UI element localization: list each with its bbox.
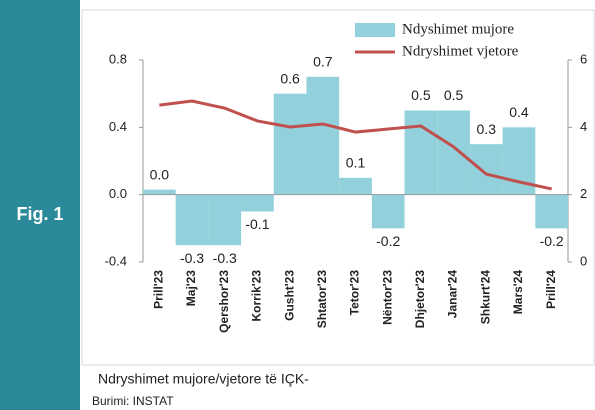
data-label: 0.5 [411, 87, 431, 103]
legend-label: Ndryshimet vjetore [402, 43, 519, 59]
data-label: 0.1 [346, 155, 366, 171]
data-label: 0.4 [509, 104, 529, 120]
figure-label: Fig. 1 [16, 204, 63, 224]
bar [175, 194, 209, 246]
bar [371, 194, 405, 229]
side-panel [0, 0, 80, 410]
y2-tick-label: 4 [580, 119, 587, 134]
data-label: -0.1 [245, 216, 269, 232]
bar [143, 189, 176, 195]
data-label: 0.7 [313, 54, 333, 70]
bar [404, 110, 438, 195]
data-label: 0.6 [280, 70, 300, 86]
data-label: -0.2 [376, 233, 400, 249]
x-tick-label: Mars'24 [511, 270, 525, 315]
x-tick-label: Prill'24 [544, 270, 558, 309]
source: Burimi: INSTAT [92, 394, 174, 408]
x-tick-label: Nëntor'23 [380, 270, 394, 325]
legend-swatch [355, 23, 395, 37]
chart-frame [81, 9, 595, 366]
bar [437, 110, 470, 195]
bar [535, 194, 568, 229]
data-label: -0.2 [540, 233, 564, 249]
bar [339, 177, 372, 195]
y2-tick-label: 2 [580, 186, 587, 201]
x-tick-label: Maj'23 [184, 270, 198, 307]
bar [306, 76, 340, 195]
x-tick-label: Janar'24 [446, 270, 460, 319]
data-label: 0.0 [150, 166, 170, 182]
x-tick-label: Shkurt'24 [478, 270, 492, 325]
bar [273, 93, 307, 195]
x-tick-label: Prill'23 [152, 270, 166, 309]
y-tick-label: -0.4 [105, 253, 127, 268]
y-tick-label: 0.8 [109, 51, 127, 66]
line [159, 99, 552, 191]
caption: Ndryshimet mujore/vjetore të IÇK- [98, 371, 309, 387]
data-label: 0.5 [444, 87, 464, 103]
legend-label: Ndyshimet mujore [402, 21, 514, 37]
x-tick-label: Shtator'23 [315, 270, 329, 329]
bar [208, 194, 242, 246]
x-tick-label: Korrik'23 [250, 270, 264, 322]
y2-tick-label: 6 [580, 51, 587, 66]
x-tick-label: Gusht'23 [282, 270, 296, 321]
x-tick-label: Dhjetor'23 [413, 270, 427, 329]
data-label: 0.3 [477, 121, 497, 137]
x-tick-label: Tetor'23 [348, 270, 362, 316]
x-tick-label: Qershor'23 [217, 270, 231, 333]
data-label: -0.3 [213, 250, 237, 266]
y2-tick-label: 0 [580, 253, 587, 268]
y-tick-label: 0.0 [109, 186, 127, 201]
data-label: -0.3 [180, 250, 204, 266]
y-tick-label: 0.4 [109, 119, 127, 134]
bar [241, 194, 274, 212]
bar [469, 144, 503, 195]
